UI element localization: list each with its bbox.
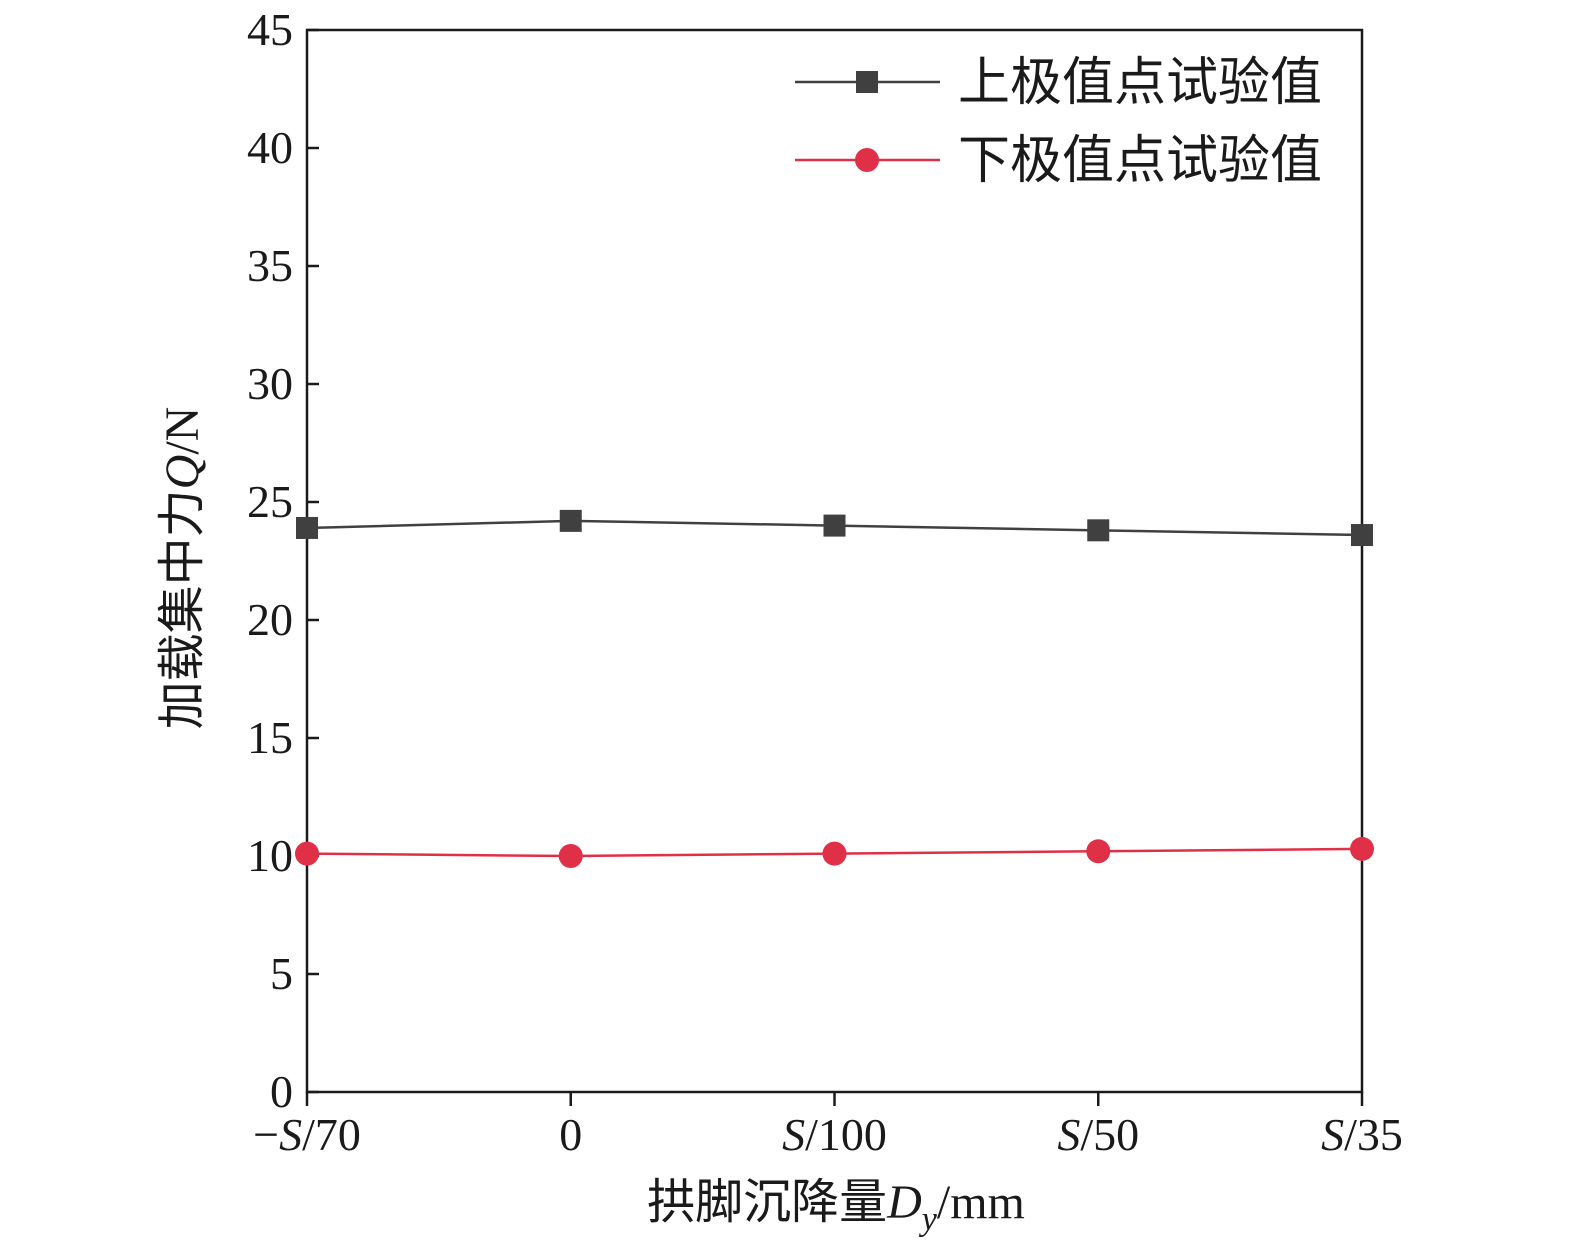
data-point bbox=[296, 516, 318, 539]
y-axis-title-main: 加载集中力 bbox=[156, 489, 209, 729]
x-tick-label: −S/70 bbox=[253, 1109, 361, 1160]
y-tick-label: 40 bbox=[247, 122, 293, 173]
data-point bbox=[1087, 519, 1110, 542]
x-tick-label: S/35 bbox=[1321, 1109, 1403, 1160]
y-axis-title: 加载集中力Q/N bbox=[156, 407, 209, 730]
series-2 bbox=[295, 836, 1374, 868]
legend-marker bbox=[855, 148, 879, 172]
data-point bbox=[558, 844, 583, 868]
y-axis: 0 5 10 15 20 25 30 35 40 45 bbox=[247, 4, 319, 1117]
legend-item: 下极值点试验值 bbox=[795, 133, 1322, 190]
y-tick-label: 45 bbox=[247, 4, 293, 55]
y-tick-label: 0 bbox=[270, 1066, 293, 1117]
x-axis-title-sub: y bbox=[919, 1201, 938, 1238]
legend-marker bbox=[856, 71, 878, 93]
x-axis: −S/70 0 S/100 S/50 S/35 bbox=[253, 1092, 1403, 1160]
y-tick-label: 15 bbox=[247, 712, 293, 763]
legend-item: 上极值点试验值 bbox=[795, 55, 1322, 112]
series-layer bbox=[295, 509, 1374, 868]
y-tick-label: 30 bbox=[247, 358, 293, 409]
y-axis-title-unit: /N bbox=[156, 407, 209, 455]
x-axis-title-main: 拱脚沉降量 bbox=[647, 1176, 887, 1229]
series-1 bbox=[296, 509, 1373, 547]
legend-label: 上极值点试验值 bbox=[958, 55, 1322, 112]
x-tick-label: S/50 bbox=[1057, 1109, 1139, 1160]
y-tick-label: 25 bbox=[247, 476, 293, 527]
x-axis-title: 拱脚沉降量Dy/mm bbox=[647, 1176, 1025, 1238]
data-point bbox=[295, 841, 319, 866]
data-point bbox=[1350, 836, 1374, 861]
data-point bbox=[1351, 524, 1373, 547]
x-tick-label: S/100 bbox=[782, 1109, 887, 1160]
data-point bbox=[822, 841, 847, 866]
x-axis-title-var: D bbox=[886, 1176, 922, 1229]
y-tick-label: 20 bbox=[247, 594, 293, 645]
y-tick-label: 10 bbox=[247, 830, 293, 881]
data-point bbox=[1086, 839, 1111, 864]
data-point bbox=[823, 514, 846, 537]
x-axis-title-unit: /mm bbox=[937, 1176, 1025, 1229]
y-tick-label: 5 bbox=[270, 948, 293, 999]
y-axis-title-var: Q bbox=[156, 455, 209, 490]
y-tick-label: 35 bbox=[247, 240, 293, 291]
data-point bbox=[559, 509, 582, 532]
legend-label: 下极值点试验值 bbox=[958, 133, 1322, 190]
x-tick-label: 0 bbox=[559, 1109, 582, 1160]
